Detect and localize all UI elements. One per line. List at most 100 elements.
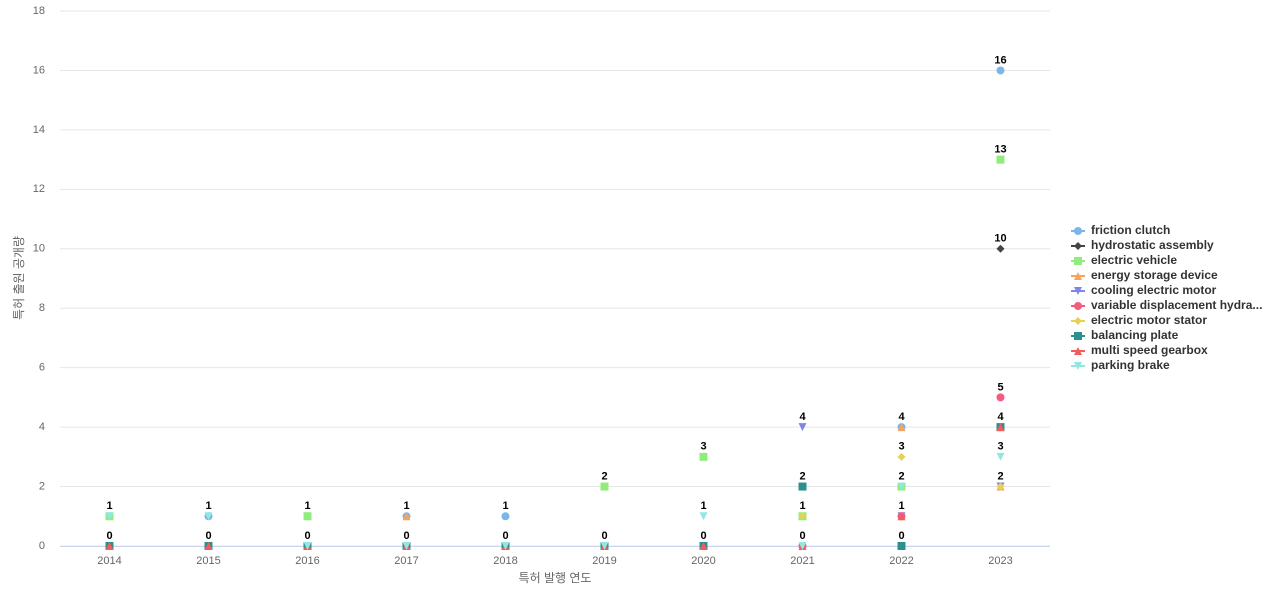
data-point: [996, 155, 1005, 164]
y-tick-label: 2: [39, 480, 45, 492]
x-tick-label: 2020: [691, 555, 715, 567]
legend-marker: [1074, 242, 1082, 250]
data-label: 1: [700, 500, 706, 512]
series: [105, 452, 1005, 550]
data-point: [303, 512, 312, 521]
legend-marker: [1074, 317, 1082, 325]
legend-item[interactable]: variable displacement hydra...: [1071, 298, 1262, 312]
x-tick-label: 2015: [196, 555, 220, 567]
data-point: [699, 542, 708, 550]
legend-marker: [1074, 302, 1082, 310]
legend-item[interactable]: friction clutch: [1071, 223, 1170, 237]
data-label: 1: [106, 500, 112, 512]
data-point: [996, 452, 1005, 461]
y-tick-label: 12: [33, 183, 45, 195]
data-label: 0: [403, 530, 409, 542]
y-tick-label: 16: [33, 64, 45, 76]
data-point: [798, 512, 807, 521]
legend-item[interactable]: balancing plate: [1071, 328, 1179, 342]
y-tick-label: 8: [39, 302, 45, 314]
data-point: [996, 482, 1005, 491]
legend-label: parking brake: [1091, 358, 1170, 372]
data-label: 0: [898, 530, 904, 542]
data-point: [897, 452, 906, 461]
data-label: 1: [898, 500, 904, 512]
legend-label: electric vehicle: [1091, 253, 1177, 267]
data-point: [600, 542, 609, 550]
data-point: [501, 512, 510, 521]
legend-item[interactable]: electric motor stator: [1071, 313, 1207, 327]
data-label: 5: [997, 381, 1003, 393]
legend-marker: [1074, 272, 1082, 280]
data-label: 0: [502, 530, 508, 542]
data-label: 0: [106, 530, 112, 542]
data-point: [897, 512, 906, 521]
data-label: 3: [898, 441, 904, 453]
data-label: 10: [994, 233, 1006, 245]
data-point: [699, 452, 708, 461]
data-point: [897, 423, 906, 432]
legend-label: energy storage device: [1091, 268, 1218, 282]
data-point: [600, 482, 609, 491]
data-label: 4: [997, 411, 1004, 423]
x-tick-label: 2021: [790, 555, 814, 567]
data-point: [897, 482, 906, 491]
data-point: [402, 512, 411, 521]
data-label: 1: [502, 500, 508, 512]
legend-label: cooling electric motor: [1091, 283, 1217, 297]
legend-item[interactable]: electric vehicle: [1071, 253, 1177, 267]
x-tick-label: 2018: [493, 555, 517, 567]
x-tick-label: 2016: [295, 555, 319, 567]
legend-marker: [1074, 362, 1082, 370]
data-point: [105, 512, 114, 521]
series: [105, 155, 1005, 550]
data-label: 2: [799, 470, 805, 482]
legend-marker: [1074, 227, 1082, 235]
data-point: [303, 542, 312, 550]
x-tick-label: 2023: [988, 555, 1012, 567]
x-tick-label: 2019: [592, 555, 616, 567]
data-label: 0: [304, 530, 310, 542]
data-point: [996, 66, 1005, 75]
data-point: [204, 512, 213, 521]
data-label: 0: [700, 530, 706, 542]
legend-label: hydrostatic assembly: [1091, 238, 1214, 252]
series: [105, 452, 1005, 550]
data-label: 16: [994, 54, 1006, 66]
data-label: 1: [403, 500, 409, 512]
y-tick-label: 4: [39, 421, 45, 433]
legend-marker: [1074, 347, 1082, 355]
legend-item[interactable]: energy storage device: [1071, 268, 1218, 282]
data-label: 0: [799, 530, 805, 542]
legend-label: multi speed gearbox: [1091, 343, 1208, 357]
legend-item[interactable]: multi speed gearbox: [1071, 343, 1208, 357]
series: [105, 393, 1005, 550]
data-point: [402, 542, 411, 550]
data-label: 1: [205, 500, 211, 512]
legend-item[interactable]: parking brake: [1071, 358, 1170, 372]
x-tick-label: 2022: [889, 555, 913, 567]
legend-label: electric motor stator: [1091, 313, 1207, 327]
data-label: 0: [601, 530, 607, 542]
data-label: 1: [304, 500, 310, 512]
data-point: [501, 542, 510, 550]
data-label: 3: [700, 441, 706, 453]
data-label: 4: [898, 411, 905, 423]
y-tick-label: 6: [39, 362, 45, 374]
legend-item[interactable]: cooling electric motor: [1071, 283, 1217, 297]
data-point: [798, 542, 807, 550]
data-label: 2: [898, 470, 904, 482]
y-tick-label: 10: [33, 243, 45, 255]
data-point: [798, 482, 807, 491]
legend-label: friction clutch: [1091, 223, 1170, 237]
y-axis-title: 특허 출원 공개량: [12, 236, 26, 320]
legend-label: balancing plate: [1091, 328, 1179, 342]
legend-item[interactable]: hydrostatic assembly: [1071, 238, 1214, 252]
x-tick-label: 2014: [97, 555, 121, 567]
data-point: [798, 423, 807, 432]
legend-marker: [1074, 332, 1082, 340]
y-tick-label: 0: [39, 540, 45, 552]
y-tick-label: 14: [33, 124, 45, 136]
data-label: 4: [799, 411, 806, 423]
